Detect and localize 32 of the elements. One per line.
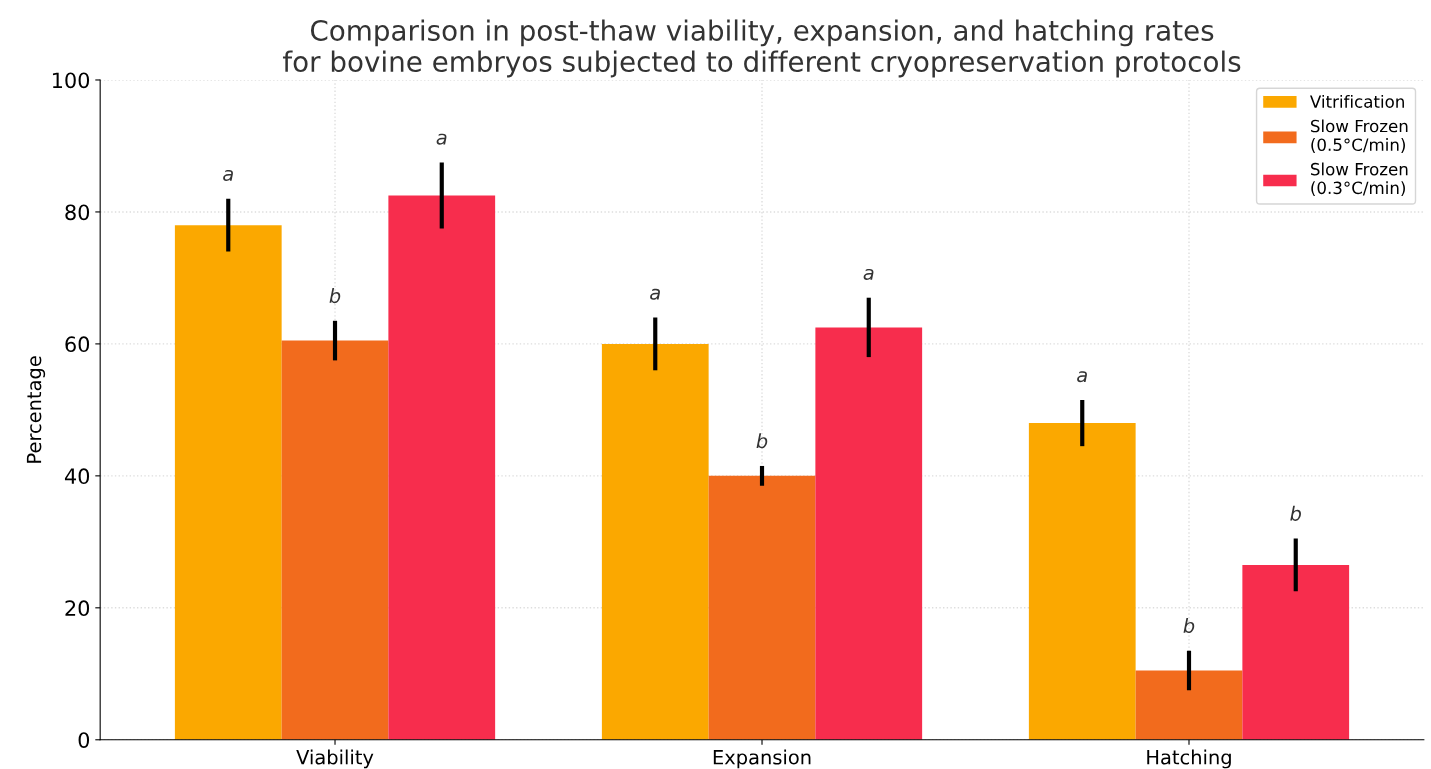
chart-title: Comparison in post-thaw viability, expansion, and hatching rates for bovine embryos subjected to different cryopreservation protocols xyxy=(282,19,1241,78)
legend-label: Slow Frozen (0.3°C/min) xyxy=(1310,162,1408,197)
data-label: a xyxy=(223,169,233,182)
bar xyxy=(1242,564,1350,740)
bar xyxy=(708,475,816,740)
data-label: a xyxy=(1077,371,1087,383)
bar xyxy=(601,343,709,740)
y-tick-label: 60 xyxy=(65,336,90,353)
x-tick-label: Hatching xyxy=(1147,749,1231,769)
bar xyxy=(174,225,282,740)
data-label: b xyxy=(1183,618,1195,634)
y-tick-label: 80 xyxy=(65,204,90,221)
y-tick-label: 40 xyxy=(64,468,90,485)
data-label: b xyxy=(1290,505,1301,521)
bar xyxy=(1028,423,1136,740)
legend-label: Vitrification xyxy=(1310,94,1404,108)
bar xyxy=(1135,670,1243,740)
bar xyxy=(281,340,389,740)
data-label: a xyxy=(436,133,447,145)
y-tick-label: 100 xyxy=(52,72,90,89)
y-axis-title: Percentage xyxy=(26,356,46,463)
y-tick-label: 20 xyxy=(65,600,90,617)
y-tick-label: 0 xyxy=(78,732,90,748)
data-label: b xyxy=(329,288,341,304)
data-label: a xyxy=(650,288,660,300)
x-tick-label: Viability xyxy=(296,749,374,769)
legend-label: Slow Frozen (0.5°C/min) xyxy=(1310,119,1408,153)
bar xyxy=(815,327,923,740)
x-tick-label: Expansion xyxy=(713,749,811,769)
data-label: b xyxy=(756,433,768,449)
bar xyxy=(388,195,496,740)
data-label: a xyxy=(863,268,874,281)
